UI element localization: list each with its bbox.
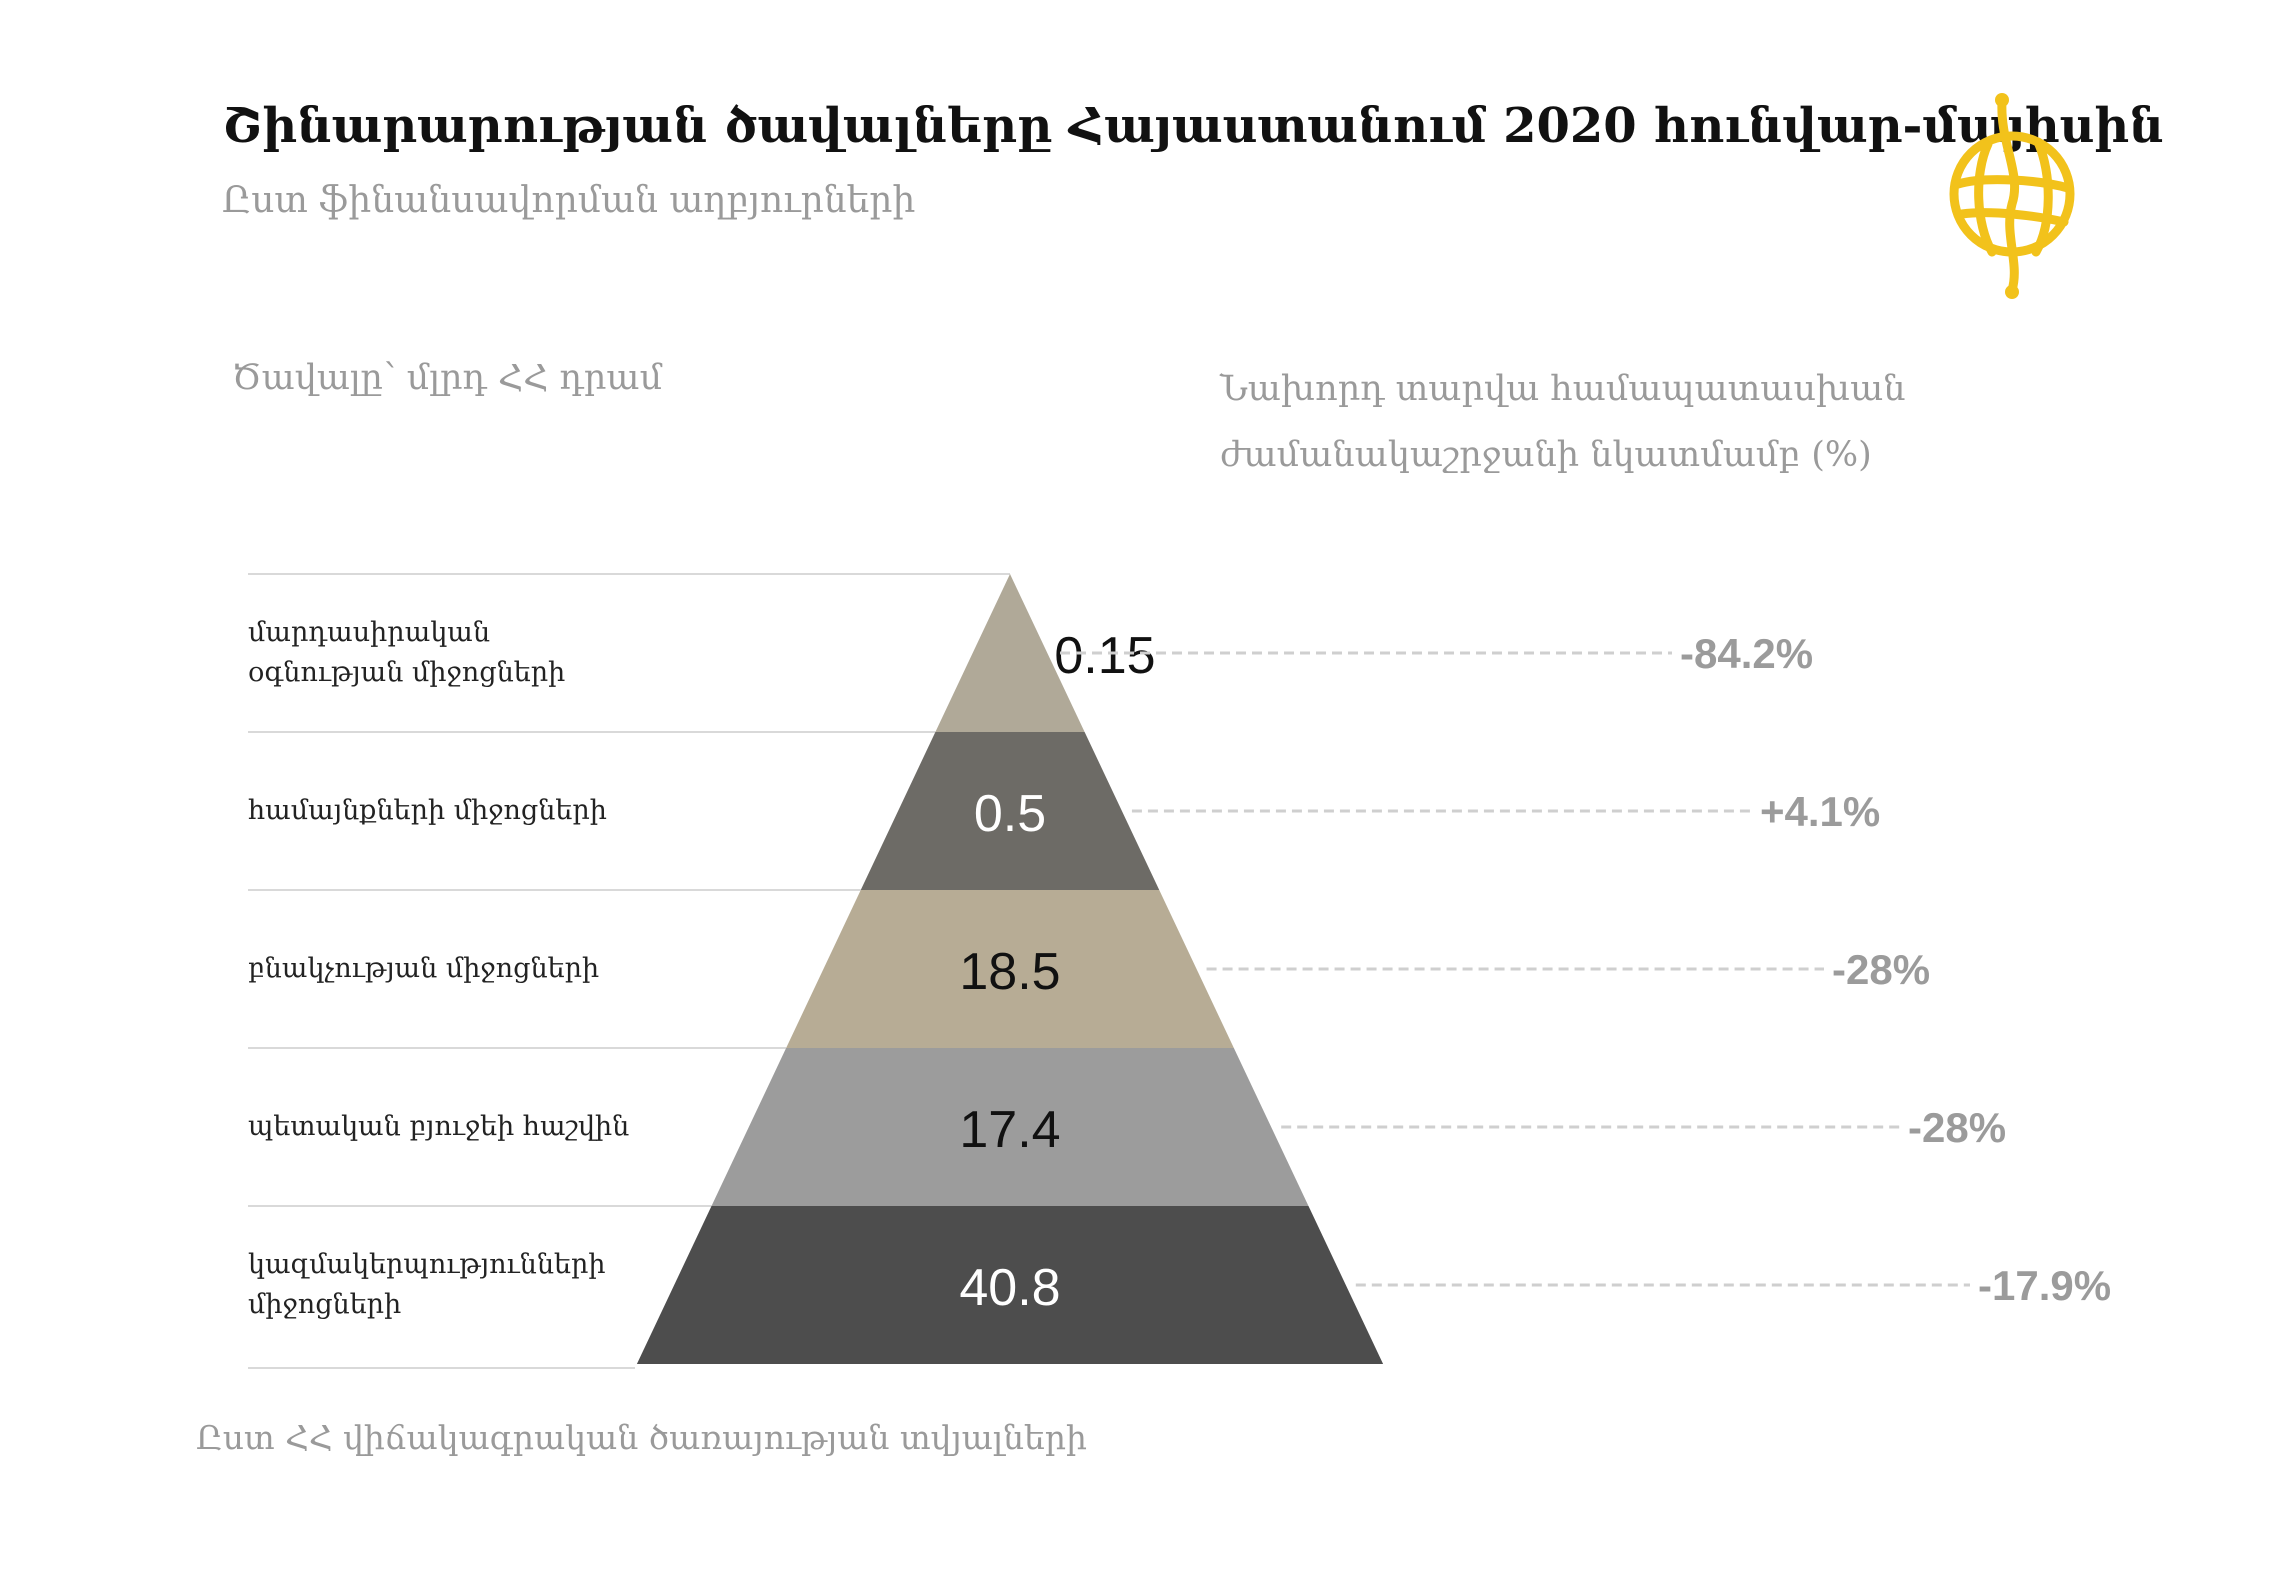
- value-label: 0.15: [1054, 627, 1155, 685]
- category-label: համայնքների միջոցների: [248, 795, 607, 826]
- change-label: +4.1%: [1760, 788, 1880, 835]
- change-header: Նախորդ տարվա համապատասխան ժամանակաշրջանի…: [1220, 369, 1906, 475]
- value-label: 0.5: [974, 785, 1046, 843]
- category-label: մարդասիրական օգնության միջոցների: [248, 617, 566, 688]
- change-label: -84.2%: [1680, 630, 1813, 677]
- pyramid-segment: [711, 1048, 1309, 1206]
- category-label: պետական բյուջեի հաշվին: [248, 1111, 630, 1142]
- change-label: -28%: [1908, 1104, 2006, 1151]
- value-label: 40.8: [959, 1259, 1060, 1317]
- value-label: 18.5: [959, 943, 1060, 1001]
- globe-logo-icon: [1949, 93, 2075, 299]
- value-label: 17.4: [959, 1101, 1060, 1159]
- pyramid-segment: [786, 890, 1234, 1048]
- category-label: կազմակերպությունների միջոցների: [248, 1249, 606, 1320]
- category-label: բնակչության միջոցների: [248, 953, 600, 984]
- pyramid-segment: [935, 574, 1085, 732]
- pyramid-segment: [636, 1206, 1384, 1364]
- change-label: -28%: [1832, 946, 1930, 993]
- unit-label: Ծավալը՝ մլրդ ՀՀ դրամ: [232, 358, 663, 398]
- source-note: Ըստ ՀՀ վիճակագրական ծառայության տվյալներ…: [196, 1418, 1087, 1457]
- change-label: -17.9%: [1978, 1262, 2111, 1309]
- chart-title: Շինարարության ծավալները Հայաստանում 2020…: [222, 98, 2164, 154]
- pyramid-segment: [860, 732, 1160, 890]
- chart-subtitle: Ըստ ֆինանսավորման աղբյուրների: [222, 180, 916, 221]
